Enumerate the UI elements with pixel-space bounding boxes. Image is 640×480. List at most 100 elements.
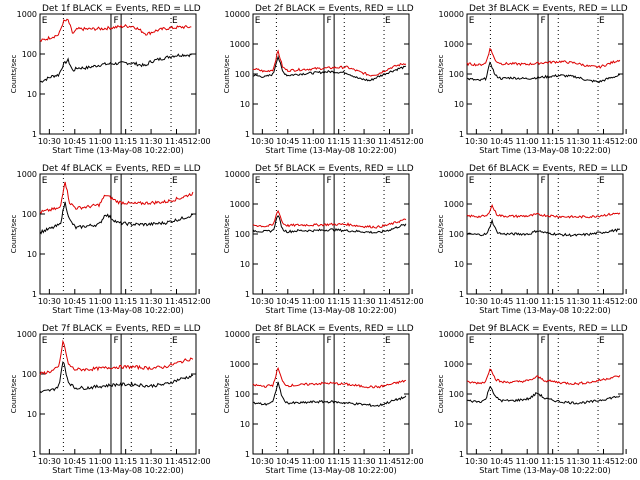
x-axis-label: Start Time (13-May-08 10:22:00) (265, 146, 396, 155)
y-tick-label: 10000 (439, 10, 464, 19)
x-tick-label: 12:00 (615, 297, 638, 306)
lld-series-line (252, 209, 407, 229)
events-series-line (466, 386, 621, 405)
y-tick-label: 10000 (225, 170, 250, 179)
lld-series-line (466, 47, 621, 69)
x-tick-label: 11:00 (302, 137, 325, 146)
y-axis-label: Counts/sec (437, 55, 445, 94)
x-tick-label: 11:30 (140, 297, 163, 306)
plot-frame (39, 13, 197, 135)
events-series-line (39, 53, 192, 83)
flag-label: E (469, 336, 475, 346)
x-tick-label: 10:45 (63, 137, 86, 146)
x-tick-label: 11:15 (541, 137, 564, 146)
events-series-line (466, 218, 621, 237)
x-axis-label: Start Time (13-May-08 10:22:00) (479, 146, 610, 155)
y-tick-label: 10 (240, 420, 250, 429)
y-axis-label: Counts/sec (223, 215, 231, 254)
y-tick-label: 10 (27, 250, 37, 259)
flag-label: E (42, 336, 48, 346)
flag-label: F (541, 336, 546, 346)
x-axis-label: Start Time (13-May-08 10:22:00) (479, 306, 610, 315)
flag-label: E (599, 336, 605, 346)
y-tick-label: 10000 (225, 10, 250, 19)
x-axis-label: Start Time (13-May-08 10:22:00) (479, 466, 610, 475)
y-tick-label: 10 (454, 260, 464, 269)
plot-frame (39, 173, 197, 295)
flag-label: E (42, 16, 48, 26)
flag-label: E (599, 176, 605, 186)
x-tick-label: 10:30 (38, 297, 61, 306)
x-tick-label: 11:15 (327, 457, 350, 466)
events-series-line (39, 361, 194, 394)
y-tick-label: 1000 (444, 40, 464, 49)
y-tick-label: 1 (459, 130, 464, 139)
x-tick-label: 11:45 (378, 297, 401, 306)
y-tick-label: 100 (449, 70, 464, 79)
y-tick-label: 100 (235, 390, 250, 399)
flag-label: F (114, 16, 119, 26)
flag-label: E (385, 336, 391, 346)
y-tick-label: 1000 (17, 330, 37, 339)
y-tick-label: 10 (454, 420, 464, 429)
x-tick-label: 12:00 (615, 137, 638, 146)
flag-label: E (42, 176, 48, 186)
y-tick-label: 1000 (230, 200, 250, 209)
x-tick-label: 10:45 (490, 457, 513, 466)
x-tick-label: 10:45 (276, 457, 299, 466)
y-tick-label: 10000 (439, 330, 464, 339)
flag-label: F (327, 336, 332, 346)
panel-7: Det 7f BLACK = Events, RED = LLD 1 10 100 10… (10, 324, 211, 475)
y-axis-label: Counts/sec (437, 375, 445, 414)
x-tick-label: 11:45 (592, 137, 615, 146)
x-axis-label: Start Time (13-May-08 10:22:00) (52, 466, 183, 475)
x-tick-label: 12:00 (401, 297, 424, 306)
y-tick-label: 1 (245, 130, 250, 139)
x-tick-label: 11:30 (353, 297, 376, 306)
y-tick-label: 1 (459, 450, 464, 459)
x-tick-label: 11:15 (541, 457, 564, 466)
panel-title: Det 4f BLACK = Events, RED = LLD (42, 164, 201, 174)
flag-label: E (172, 336, 178, 346)
x-tick-label: 11:45 (592, 297, 615, 306)
y-axis-label: Counts/sec (10, 375, 18, 414)
y-tick-label: 100 (235, 230, 250, 239)
flag-label: E (599, 16, 605, 26)
y-axis-label: Counts/sec (10, 215, 18, 254)
panel-title: Det 3f BLACK = Events, RED = LLD (469, 4, 628, 14)
x-tick-label: 11:00 (516, 457, 539, 466)
events-series-line (252, 381, 407, 408)
x-tick-label: 11:00 (302, 457, 325, 466)
y-axis-label: Counts/sec (223, 55, 231, 94)
y-tick-label: 10 (240, 100, 250, 109)
flag-label: F (114, 336, 119, 346)
x-tick-label: 11:00 (89, 457, 112, 466)
flag-label: E (172, 16, 178, 26)
y-tick-label: 1 (245, 290, 250, 299)
lld-series-line (466, 368, 621, 386)
x-tick-label: 10:30 (465, 137, 488, 146)
y-tick-label: 1000 (230, 360, 250, 369)
y-tick-label: 10 (240, 260, 250, 269)
x-tick-label: 11:30 (567, 297, 590, 306)
x-tick-label: 10:30 (38, 137, 61, 146)
y-tick-label: 1000 (230, 40, 250, 49)
x-axis-label: Start Time (13-May-08 10:22:00) (265, 306, 396, 315)
plot-frame (39, 333, 197, 455)
x-tick-label: 11:30 (353, 457, 376, 466)
x-axis-label: Start Time (13-May-08 10:22:00) (265, 466, 396, 475)
y-tick-label: 100 (449, 390, 464, 399)
panel-title: Det 8f BLACK = Events, RED = LLD (255, 324, 414, 334)
x-tick-label: 11:15 (114, 457, 137, 466)
x-tick-label: 11:00 (89, 137, 112, 146)
flag-label: E (385, 16, 391, 26)
x-tick-label: 11:15 (114, 297, 137, 306)
lld-series-line (466, 203, 621, 219)
panel-title: Det 7f BLACK = Events, RED = LLD (42, 324, 201, 334)
lld-series-line (39, 181, 194, 214)
x-tick-label: 11:30 (353, 137, 376, 146)
x-tick-label: 11:15 (541, 297, 564, 306)
x-tick-label: 10:30 (38, 457, 61, 466)
y-tick-label: 1000 (444, 360, 464, 369)
flag-label: F (541, 176, 546, 186)
